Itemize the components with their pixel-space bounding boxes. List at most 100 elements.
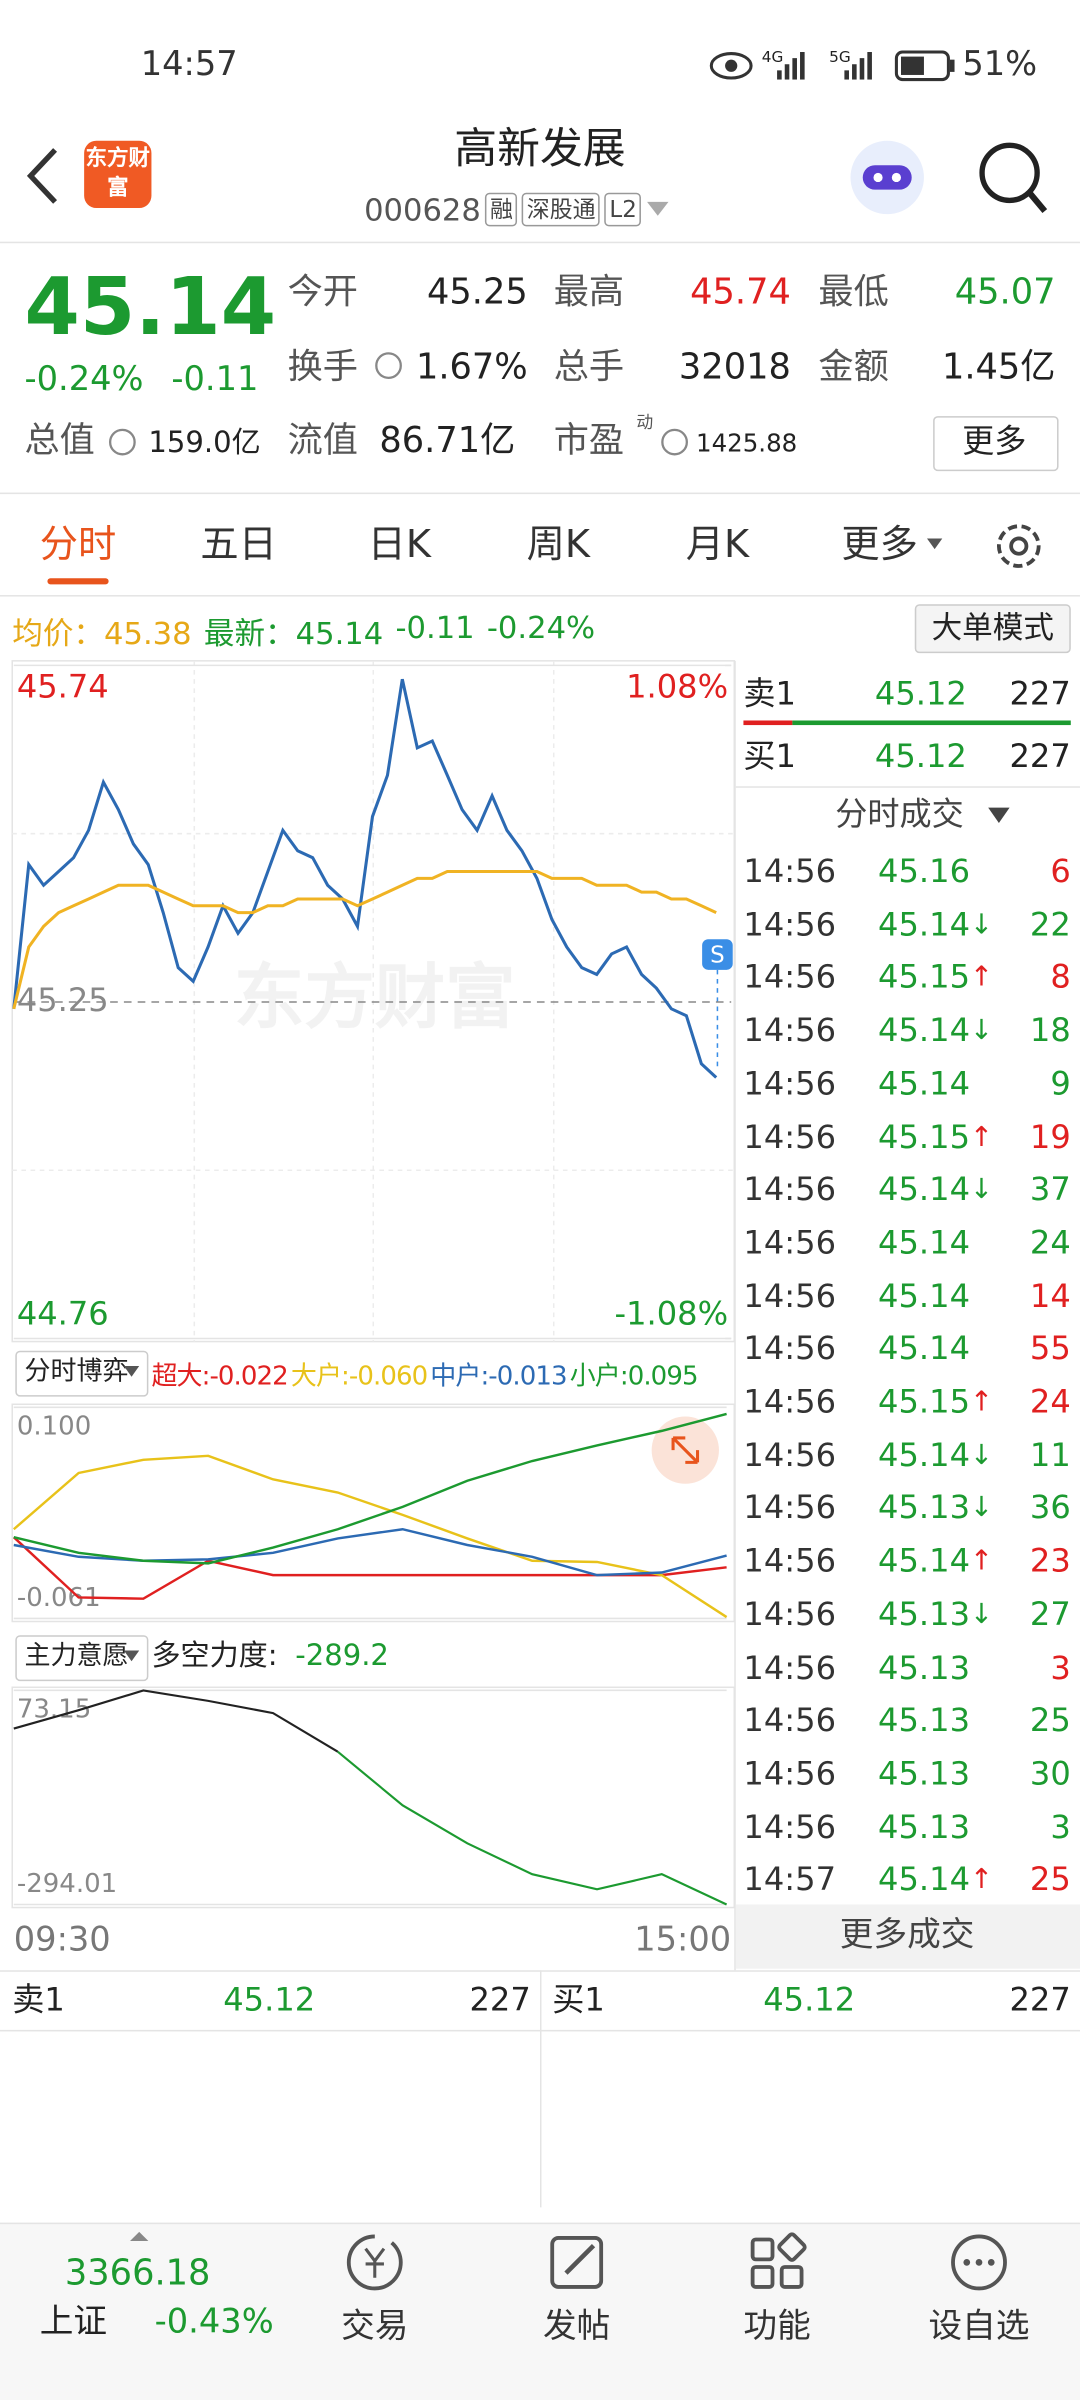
tab[interactable]: 日K [367, 522, 431, 567]
net-type: 4G [761, 49, 784, 67]
trade-time: 14:56 [743, 1118, 837, 1155]
avg-price: 均价：45.38 [12, 609, 191, 653]
field-label: 总手 [553, 347, 625, 388]
trade-price: 45.13 [878, 1808, 971, 1845]
tab[interactable]: 周K [526, 522, 591, 567]
field-value: 1.67% [415, 347, 528, 388]
big-order-button[interactable] [914, 604, 1071, 654]
dropdown-arrow [647, 201, 669, 216]
trade-volume: 23 [1029, 1542, 1071, 1580]
expand-icon-arrows [671, 1436, 700, 1464]
trade-time: 14:56 [743, 1648, 837, 1686]
trade-volume: 3 [1050, 1808, 1071, 1845]
settings-icon[interactable] [991, 519, 1046, 574]
stock-name: 高新发展 [454, 123, 626, 174]
trade-volume: 30 [1029, 1755, 1071, 1792]
series-line [12, 678, 718, 1079]
trade-time: 14:56 [743, 1330, 837, 1368]
ratio-bar [792, 720, 1071, 726]
tab[interactable]: 分时 [39, 522, 117, 567]
tab[interactable]: 更多 [841, 522, 918, 567]
trade-volume: 55 [1029, 1330, 1071, 1368]
more-button-label[interactable]: 更多 [962, 422, 1027, 460]
index-name[interactable]: 上证 [39, 2303, 108, 2342]
stock-tag: 深股通 [522, 192, 601, 227]
nav-item[interactable]: 功能 [743, 2308, 811, 2347]
selector-box[interactable] [15, 1635, 149, 1682]
ask-volume: 227 [469, 1981, 531, 2019]
trade-time: 14:56 [743, 1224, 837, 1261]
bid-label: 买1 [552, 1981, 605, 2019]
battery-level: 51% [962, 45, 1038, 84]
nav-item[interactable]: 交易 [341, 2308, 409, 2347]
trade-direction: ↓ [969, 908, 993, 941]
header-icons [850, 140, 1048, 215]
tab[interactable]: 五日 [200, 522, 277, 567]
tab[interactable]: 月K [685, 522, 750, 567]
trade-volume: 9 [1050, 1065, 1071, 1102]
app-logo: 东方财富 [84, 140, 152, 209]
trade-price: 45.15 [878, 958, 971, 996]
index-change[interactable]: -0.43% [154, 2303, 274, 2342]
trade-price: 45.14 [878, 1542, 971, 1580]
trade-volume: 11 [1029, 1436, 1071, 1474]
series-line [337, 1750, 728, 1906]
more-trades-button[interactable] [735, 1904, 1080, 1969]
big-order-label[interactable]: 大单模式 [931, 608, 1054, 646]
info-icons [108, 428, 688, 456]
more-button[interactable] [933, 416, 1059, 472]
chart-frame [11, 1403, 736, 1623]
trade-time: 14:56 [743, 1436, 837, 1474]
signal-marker [702, 939, 733, 970]
y-tick-label: -294.01 [17, 1869, 117, 1899]
avg-label: 均价： [12, 614, 105, 652]
status-icons [709, 50, 955, 82]
trade-price: 45.13 [878, 1755, 971, 1792]
selector-box[interactable] [15, 1350, 149, 1397]
back-button[interactable] [21, 144, 67, 208]
tab-indicator [47, 578, 109, 585]
divider [539, 1970, 542, 2208]
expand-arrow[interactable] [128, 2230, 149, 2242]
trade-direction: ↑ [969, 1386, 993, 1419]
field-value: 1425.88 [696, 428, 798, 458]
divider [735, 786, 1080, 788]
trade-direction: ↓ [969, 1014, 993, 1047]
bottom-nav [0, 2222, 1080, 2400]
trade-price: 45.16 [878, 852, 971, 890]
trade-price: 45.14 [878, 1065, 971, 1102]
selector-label[interactable]: 分时博弈 [24, 1356, 129, 1387]
field-value: 1.45亿 [941, 347, 1056, 388]
legend: 超大:-0.022 大户:-0.060 中户:-0.013 小户:0.095 [151, 1354, 698, 1393]
nav-item[interactable]: 发帖 [543, 2308, 611, 2347]
index-value[interactable]: 3366.18 [64, 2253, 211, 2294]
x-axis-start: 09:30 [14, 1920, 111, 1959]
bid-volume: 227 [1009, 1981, 1071, 2019]
trade-time: 14:56 [743, 1383, 837, 1421]
trade-time: 14:57 [743, 1861, 837, 1898]
last-price: 45.14 [24, 262, 277, 354]
ask-price: 45.12 [223, 1981, 316, 2019]
trade-direction: ↓ [969, 1439, 993, 1472]
selector-label[interactable]: 主力意愿 [24, 1640, 129, 1672]
trade-volume: 27 [1029, 1595, 1071, 1633]
trades-title[interactable]: 分时成交 [835, 796, 964, 833]
latest-price: 最新：45.14 [204, 609, 383, 653]
nav-item[interactable]: 设自选 [928, 2308, 1030, 2347]
y-tick-label: 45.25 [17, 981, 109, 1019]
trade-volume: 19 [1029, 1118, 1071, 1155]
trade-volume: 37 [1029, 1171, 1071, 1208]
legend-entry: 大户:-0.060 [290, 1361, 428, 1393]
field-label: 市盈 [553, 421, 625, 461]
trade-time: 14:56 [743, 1808, 837, 1845]
y2-tick-label: 1.08% [626, 667, 728, 705]
y-tick-label: 45.74 [17, 667, 109, 705]
trade-direction: ↓ [969, 1598, 993, 1631]
stock-code: 000628 [364, 191, 481, 228]
trade-direction: ↑ [969, 1545, 993, 1578]
metric-label: 多空力度: [151, 1639, 278, 1673]
more-trades-label[interactable]: 更多成交 [839, 1916, 975, 1955]
